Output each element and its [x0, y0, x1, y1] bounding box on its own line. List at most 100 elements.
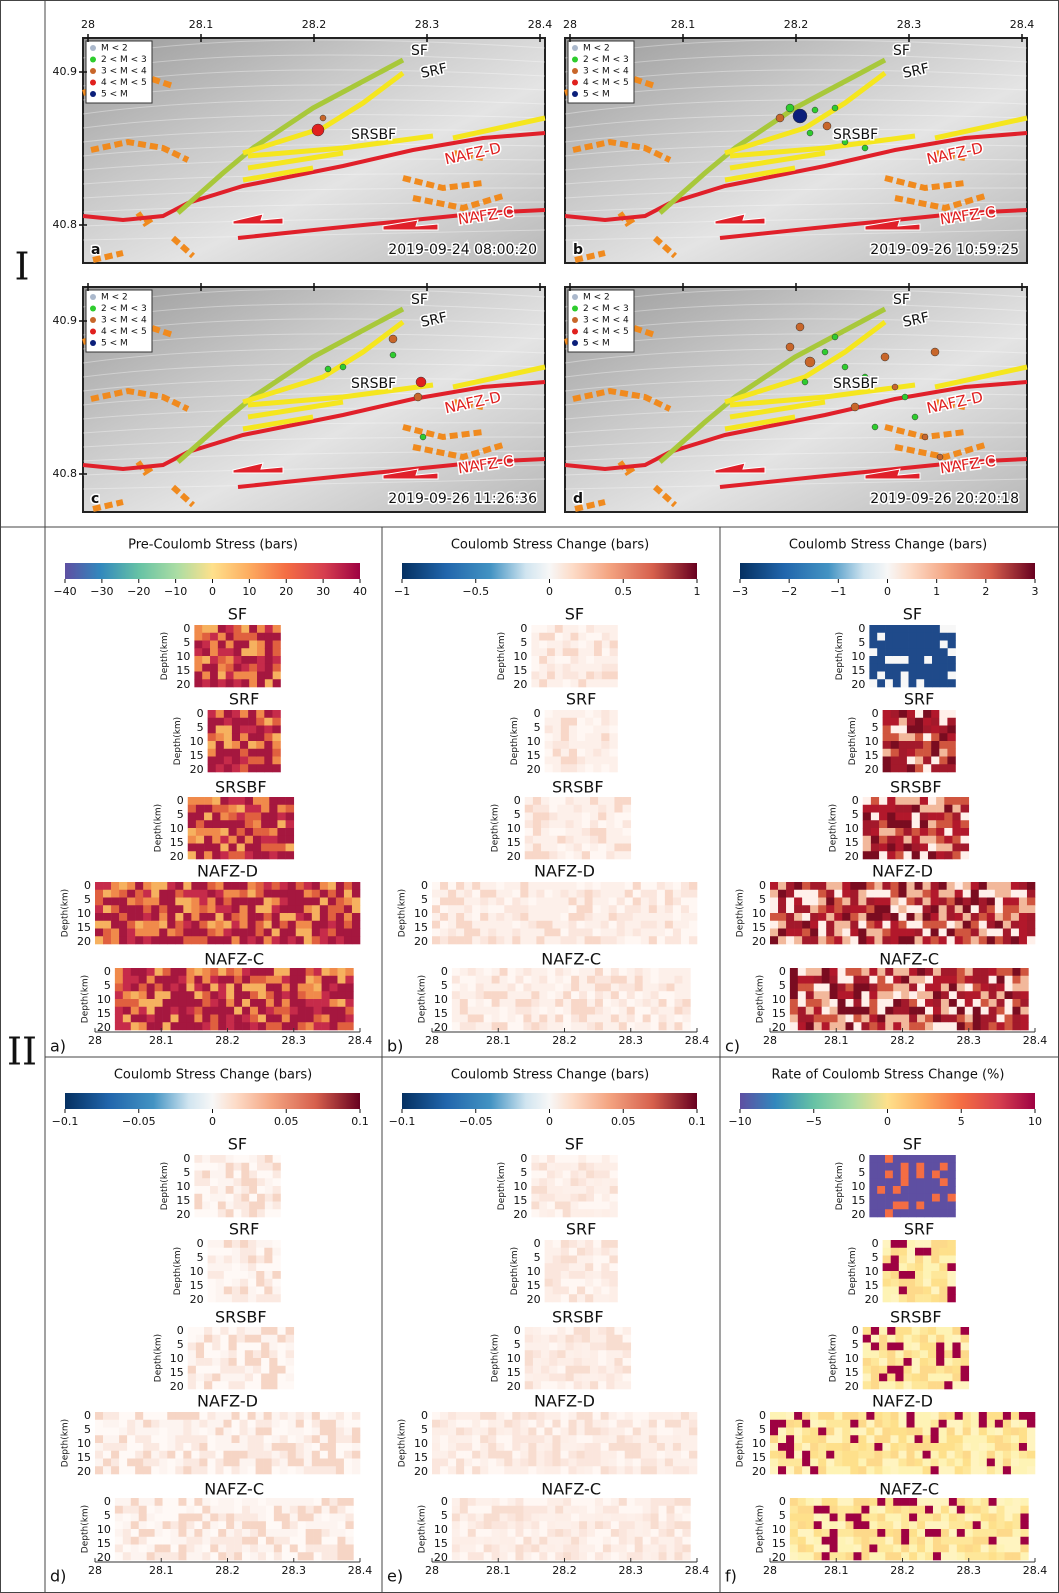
heatmap-cell — [234, 1498, 242, 1506]
heatmap-cell — [492, 1498, 500, 1506]
heatmap-cell — [557, 1381, 565, 1389]
heatmap-cell — [601, 1435, 609, 1443]
heatmap-cell — [229, 836, 237, 844]
heatmap-cell — [306, 976, 314, 984]
heatmap-cell — [578, 1194, 586, 1202]
heatmap-cell — [456, 1451, 464, 1459]
heatmap-cell — [226, 999, 234, 1007]
heatmap-cell — [500, 1521, 508, 1529]
heatmap-cell — [553, 1279, 561, 1287]
heatmap-cell — [484, 1529, 492, 1537]
heatmap-cell — [249, 648, 257, 656]
heatmap-cell — [920, 820, 928, 828]
heatmap-cell — [163, 1529, 171, 1537]
heatmap-cell — [891, 1279, 899, 1287]
heatmap-cell — [258, 1552, 266, 1560]
heatmap-cell — [468, 999, 476, 1007]
heatmap-cell — [248, 1435, 256, 1443]
heatmap-cell — [547, 1552, 555, 1560]
heatmap-cell — [286, 1327, 294, 1335]
colorbar-tick-label: 0 — [546, 585, 553, 598]
heatmap-cell — [798, 1015, 806, 1023]
heatmap-cell — [948, 633, 956, 641]
heatmap-cell — [598, 805, 606, 813]
heatmap-cell — [557, 1358, 565, 1366]
heatmap-cell — [566, 1343, 574, 1351]
heatmap-cell — [272, 1248, 280, 1256]
heatmap-cell — [533, 820, 541, 828]
heatmap-cell — [234, 1202, 242, 1210]
heatmap-cell — [256, 757, 264, 765]
heatmap-cell — [863, 1327, 871, 1335]
heatmap-cell — [560, 890, 568, 898]
heatmap-cell — [272, 921, 280, 929]
heatmap-cell — [539, 1171, 547, 1179]
heatmap-cell — [863, 1335, 871, 1343]
heatmap-cell — [171, 984, 179, 992]
depth-tick-label: 5 — [104, 979, 111, 992]
heatmap-cell — [480, 1443, 488, 1451]
heatmap-cell — [587, 1552, 595, 1560]
heatmap-cell — [893, 648, 901, 656]
heatmap-cell — [858, 1451, 866, 1459]
heatmap-cell — [512, 905, 520, 913]
heatmap-cell — [885, 1171, 893, 1179]
heatmap-cell — [448, 1443, 456, 1451]
heatmap-cell — [936, 1374, 944, 1382]
heatmap-cell — [871, 851, 879, 859]
heatmap-cell — [480, 905, 488, 913]
heatmap-cell — [115, 999, 123, 1007]
heatmap-cell — [939, 936, 947, 944]
fault-label: SRSBF — [890, 778, 942, 797]
heatmap-cell — [452, 1007, 460, 1015]
heatmap-cell — [609, 1248, 617, 1256]
heatmap-cell — [842, 890, 850, 898]
heatmap-cell — [936, 1381, 944, 1389]
heatmap-cell — [248, 929, 256, 937]
heatmap-cell — [531, 633, 539, 641]
heatmap-cell — [987, 905, 995, 913]
heatmap-cell — [594, 656, 602, 664]
heatmap-cell — [525, 844, 533, 852]
heatmap-cell — [288, 1428, 296, 1436]
heatmap-cell — [500, 1529, 508, 1537]
heatmap-cell — [569, 1248, 577, 1256]
heatmap-cell — [210, 1209, 218, 1217]
heatmap-cell — [649, 898, 657, 906]
heatmap-cell — [555, 1155, 563, 1163]
heatmap-cell — [175, 1412, 183, 1420]
legend-label: 4 < M < 5 — [583, 78, 629, 88]
heatmap-cell — [539, 1007, 547, 1015]
heatmap-cell — [770, 921, 778, 929]
fault-label: SRF — [566, 1220, 596, 1239]
heatmap-cell — [253, 1350, 261, 1358]
heatmap-cell — [555, 1186, 563, 1194]
heatmap-cell — [131, 976, 139, 984]
depth-axis-label: Depth(km) — [490, 804, 500, 852]
heatmap-cell — [480, 1412, 488, 1420]
heatmap-cell — [955, 921, 963, 929]
heatmap-cell — [869, 679, 877, 687]
heatmap-cell — [273, 648, 281, 656]
heatmap-cell — [253, 1327, 261, 1335]
heatmap-cell — [480, 929, 488, 937]
heatmap-cell — [594, 1171, 602, 1179]
heatmap-cell — [834, 1459, 842, 1467]
heatmap-cell — [127, 913, 135, 921]
heatmap-cell — [609, 1412, 617, 1420]
heatmap-cell — [212, 828, 220, 836]
heatmap-cell — [533, 1335, 541, 1343]
heatmap-cell — [586, 1202, 594, 1210]
heatmap-cell — [264, 929, 272, 937]
heatmap-cell — [539, 1155, 547, 1163]
heatmap-cell — [202, 1498, 210, 1506]
heatmap-cell — [261, 836, 269, 844]
x-tick-label: 28.4 — [348, 1034, 373, 1047]
heatmap-cell — [940, 1186, 948, 1194]
heatmap-cell — [606, 805, 614, 813]
heatmap-cell — [1003, 1412, 1011, 1420]
heatmap-cell — [234, 648, 242, 656]
heatmap-cell — [312, 1466, 320, 1474]
heatmap-cell — [973, 1022, 981, 1030]
heatmap-cell — [265, 1194, 273, 1202]
